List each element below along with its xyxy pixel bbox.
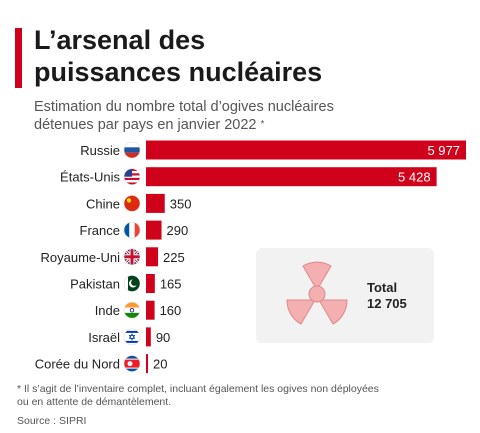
category-label: Israël: [88, 330, 120, 345]
value-label: 225: [163, 250, 185, 265]
bar-row: Pakistan 165: [70, 274, 182, 293]
total-box: Total 12 705: [256, 248, 434, 343]
value-label: 165: [160, 277, 182, 292]
bar-row: Corée du Nord 20: [35, 354, 167, 374]
bar-row: France 290: [80, 220, 189, 240]
chart-title: L’arsenal des puissances nucléaires: [34, 24, 464, 88]
category-label: Royaume-Uni: [41, 250, 121, 265]
bar: [146, 354, 148, 374]
category-label: France: [80, 223, 120, 238]
title-line-1: L’arsenal des: [34, 25, 206, 55]
france-flag-icon: [123, 221, 141, 239]
category-label: États-Unis: [60, 170, 120, 185]
category-label: Chine: [86, 196, 120, 211]
chart-subtitle: Estimation du nombre total d’ogives nucl…: [34, 98, 474, 134]
value-label: 350: [170, 196, 192, 211]
bar: [146, 300, 155, 320]
subtitle-line-2: détenues par pays en janvier 2022: [34, 117, 257, 133]
china-flag-icon: [123, 195, 141, 212]
title-accent-bar: [15, 28, 22, 88]
russia-flag-icon: [123, 141, 141, 159]
value-label: 20: [153, 357, 167, 372]
value-label: 5 428: [398, 170, 431, 185]
total-value: 12 705: [367, 296, 407, 311]
total-label: Total 12 705: [367, 280, 407, 312]
value-label: 90: [156, 330, 170, 345]
subtitle-footnote-mark: *: [260, 119, 265, 130]
category-label: Pakistan: [70, 277, 120, 292]
subtitle-line-1: Estimation du nombre total d’ogives nucl…: [34, 99, 334, 115]
bar-row: Chine 350: [86, 193, 192, 213]
source-note: Source : SIPRI: [17, 415, 87, 427]
category-label: Russie: [80, 143, 120, 158]
israel-flag-icon: [123, 328, 141, 346]
value-label: 160: [160, 303, 182, 318]
bar: [146, 327, 151, 347]
bar: [146, 167, 437, 187]
bar-row: Inde 160: [95, 300, 182, 320]
pakistan-flag-icon: [123, 275, 141, 292]
footnote: * Il s’agit de l’inventaire complet, inc…: [17, 383, 467, 409]
radiation-icon: [286, 261, 348, 325]
bar: [146, 247, 159, 267]
india-flag-icon: [123, 301, 141, 319]
total-title: Total: [367, 280, 398, 295]
footnote-line-1: * Il s’agit de l’inventaire complet, inc…: [17, 383, 379, 395]
bar-row: Israël 90: [88, 327, 170, 347]
bar: [146, 140, 466, 160]
bar-row: Russie 5 977: [80, 140, 466, 160]
bar: [146, 220, 162, 240]
footnote-line-2: ou en attente de démantèlement.: [17, 396, 172, 408]
uk-flag-icon: [123, 248, 141, 266]
title-line-2: puissances nucléaires: [34, 57, 323, 87]
bar: [146, 274, 155, 293]
bar-row: Royaume-Uni 225: [41, 247, 185, 267]
category-label: Inde: [95, 303, 120, 318]
bar-chart: Russie 5 977 États-Unis 5 428 Chine 350 France…: [35, 140, 466, 374]
value-label: 290: [167, 223, 189, 238]
category-label: Corée du Nord: [35, 357, 120, 372]
usa-flag-icon: [123, 168, 141, 186]
bar: [146, 193, 165, 213]
value-label: 5 977: [427, 143, 460, 158]
north-korea-flag-icon: [123, 355, 141, 372]
bar-row: États-Unis 5 428: [60, 167, 437, 187]
